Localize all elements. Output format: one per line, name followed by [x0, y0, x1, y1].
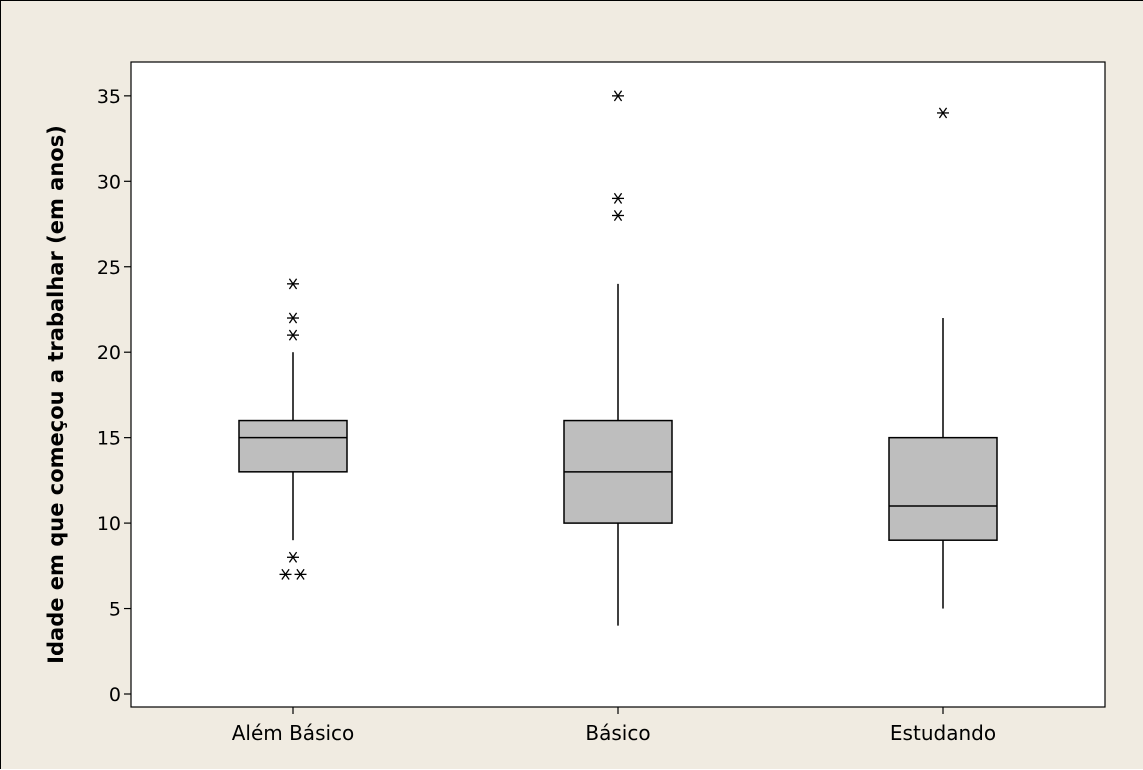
- outlier-marker: [287, 329, 299, 341]
- outlier-marker: [287, 278, 299, 290]
- outlier-marker: [612, 210, 624, 221]
- x-tick-label: Básico: [585, 721, 650, 745]
- x-axis: Além Básico Básico Estudando: [232, 707, 996, 745]
- outlier-stroke: [288, 278, 298, 290]
- x-tick-label: Além Básico: [232, 721, 355, 745]
- y-axis-title: Idade em que começou a trabalhar (em ano…: [44, 125, 68, 664]
- outlier-stroke: [613, 90, 623, 102]
- outlier-stroke: [613, 210, 623, 221]
- outlier-marker: [612, 90, 624, 102]
- y-tick-label: 30: [97, 171, 121, 193]
- outlier-stroke: [281, 568, 290, 580]
- outlier-marker: [612, 192, 624, 204]
- box-group: [888, 107, 998, 609]
- outlier-stroke: [288, 312, 298, 324]
- y-tick-label: 10: [97, 513, 121, 535]
- y-tick-label: 5: [109, 599, 121, 621]
- outlier-stroke: [288, 551, 298, 563]
- box-group: [563, 90, 673, 626]
- y-tick-label: 20: [97, 342, 121, 364]
- y-tick-label: 25: [97, 257, 121, 279]
- outlier-marker: [287, 551, 299, 563]
- box-iqr: [888, 436, 998, 541]
- box-iqr: [238, 419, 348, 473]
- y-tick-label: 35: [97, 86, 121, 108]
- outlier-marker: [287, 312, 299, 324]
- y-tick-label: 0: [109, 684, 121, 706]
- outlier-stroke: [296, 568, 305, 580]
- outlier-stroke: [938, 107, 948, 119]
- outlier-stroke: [613, 192, 623, 204]
- y-tick-label: 15: [97, 428, 121, 450]
- outlier-stroke: [288, 329, 298, 341]
- outlier-marker: [279, 568, 292, 580]
- outlier-marker: [937, 107, 949, 119]
- x-tick-label: Estudando: [890, 721, 996, 745]
- box-group: [238, 278, 348, 580]
- y-axis: 0 5 10 15 20 25 30 35: [97, 86, 131, 706]
- outlier-marker: [294, 568, 307, 580]
- box-series: [238, 90, 998, 626]
